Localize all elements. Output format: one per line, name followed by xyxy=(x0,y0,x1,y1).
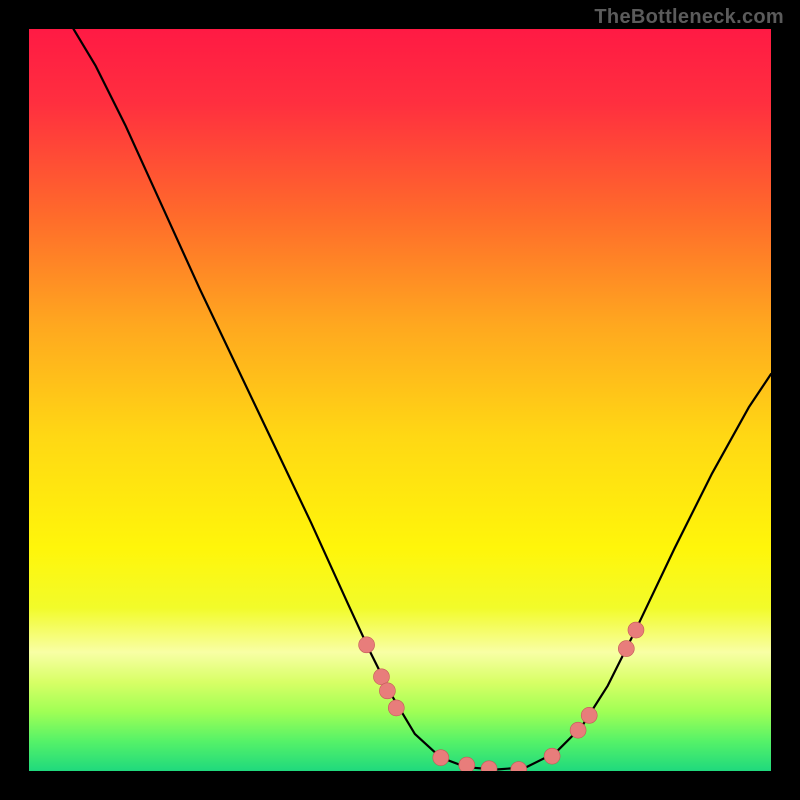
chart-svg xyxy=(29,29,771,771)
plot-area xyxy=(29,29,771,771)
curve-marker xyxy=(618,641,634,657)
curve-marker xyxy=(459,757,475,771)
curve-marker xyxy=(570,722,586,738)
curve-marker xyxy=(379,683,395,699)
curve-marker xyxy=(433,750,449,766)
curve-marker xyxy=(388,700,404,716)
curve-marker xyxy=(373,669,389,685)
watermark-text: TheBottleneck.com xyxy=(594,6,784,29)
curve-marker xyxy=(359,637,375,653)
curve-marker xyxy=(628,622,644,638)
gradient-background xyxy=(29,29,771,771)
curve-marker xyxy=(581,707,597,723)
chart-frame: TheBottleneck.com xyxy=(0,0,800,800)
curve-marker xyxy=(544,748,560,764)
